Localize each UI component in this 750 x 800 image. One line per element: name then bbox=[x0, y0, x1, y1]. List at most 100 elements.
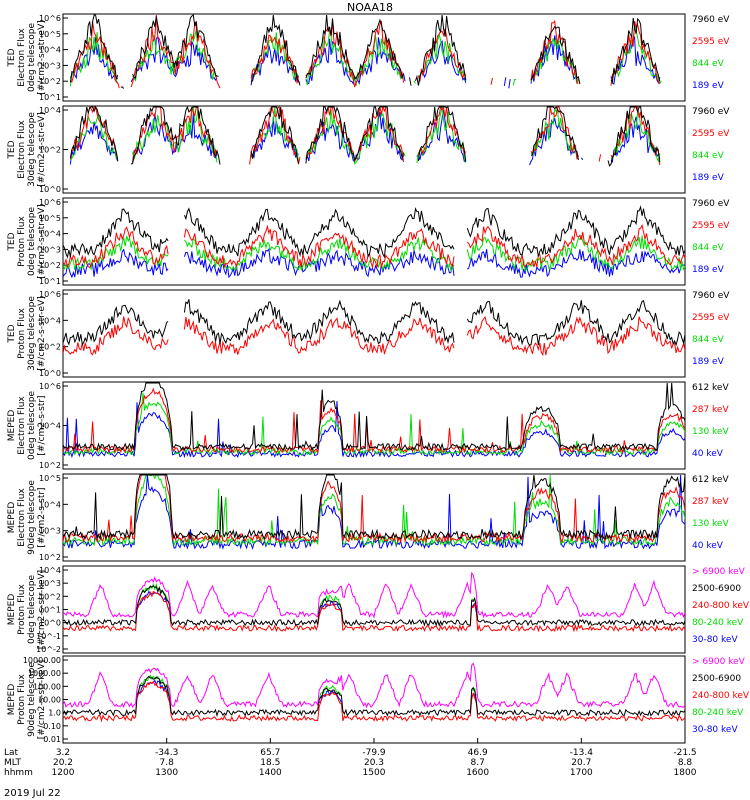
panel-frame bbox=[62, 197, 686, 286]
y-tick-label: 10^-1 bbox=[36, 632, 61, 641]
y-tick-label: 10^2 bbox=[39, 261, 61, 270]
legend-entry: 240-800 keV bbox=[692, 691, 750, 701]
legend-entry: 80-240 keV bbox=[692, 708, 744, 718]
series-line bbox=[63, 571, 685, 619]
panel-ted-e-30: 10^0 10^2 10^4 TED Electron Flux 30deg telesc… bbox=[7, 105, 730, 194]
panel-frame bbox=[62, 289, 686, 378]
y-axis-label: Proton Flux bbox=[17, 584, 27, 635]
panel-ted-p-0: 10^1 10^2 10^3 10^4 10^5 10^6 TED Proton Flux 0d… bbox=[7, 197, 730, 286]
y-tick-label: 1.0 bbox=[48, 709, 61, 718]
series-line bbox=[63, 382, 685, 452]
panel-frame bbox=[62, 13, 686, 102]
legend-entry: > 6900 keV bbox=[692, 657, 746, 667]
y-axis-label: Proton Flux bbox=[17, 674, 27, 725]
y-axis-label: [#/cm2-s-str-keV] bbox=[37, 570, 47, 649]
legend-entry: 189 eV bbox=[692, 173, 725, 183]
y-tick-label: 10^5 bbox=[39, 474, 61, 483]
legend-entry: 80-240 keV bbox=[692, 618, 744, 628]
y-tick-label: 10^4 bbox=[39, 106, 61, 115]
y-axis-label: [#/cm2-s-str] bbox=[37, 487, 47, 547]
x-tick-label: 1200 bbox=[52, 768, 75, 778]
legend-entry: 7960 eV bbox=[692, 291, 730, 301]
x-tick-label: 46.9 bbox=[468, 748, 488, 758]
legend-entry: 130 keV bbox=[692, 427, 729, 437]
y-axis-label: Electron Flux bbox=[17, 396, 27, 455]
y-tick-label: 0.01 bbox=[43, 735, 61, 744]
y-axis-label: [#/cm2-s-str-keV] bbox=[37, 660, 47, 739]
x-tick-label: 20.7 bbox=[571, 758, 591, 768]
series-line bbox=[63, 205, 685, 259]
series-line bbox=[63, 315, 685, 357]
series-line bbox=[63, 234, 685, 273]
y-tick-label: 10^1 bbox=[39, 277, 61, 286]
y-tick-label: 10000.00 bbox=[23, 656, 61, 665]
legend-entry: 2500-6900 bbox=[692, 584, 741, 594]
y-tick-label: 10^4 bbox=[39, 422, 61, 431]
legend-entry: 844 eV bbox=[692, 243, 725, 253]
panel-frame bbox=[62, 381, 686, 470]
series-line bbox=[136, 674, 477, 700]
y-axis-label: TED bbox=[7, 140, 17, 159]
series-line bbox=[63, 474, 685, 550]
series-line bbox=[63, 400, 685, 459]
y-axis-label: 0deg telescope bbox=[27, 391, 37, 461]
y-axis-label: [#/cm2-s-str-eV] bbox=[37, 204, 47, 279]
y-axis-label: 0deg telescope bbox=[27, 207, 37, 277]
x-tick-label: 18.5 bbox=[260, 758, 280, 768]
x-tick-label: 20.2 bbox=[53, 758, 73, 768]
panel-meped-p-90: 0.01 0.10 1.0 10.00 100.00 1000.00 10000.00 MEP… bbox=[7, 655, 750, 744]
legend-entry: 40 keV bbox=[692, 449, 724, 459]
y-tick-label: 10^6 bbox=[39, 382, 61, 391]
x-tick-label: 1700 bbox=[570, 768, 593, 778]
x-axis-row-label: hhmm bbox=[4, 768, 33, 778]
y-axis-label: 90deg telescope bbox=[27, 662, 37, 737]
legend-entry: 844 eV bbox=[692, 59, 725, 69]
y-axis-label: Proton Flux bbox=[17, 308, 27, 359]
y-axis-label: 30deg telescope bbox=[27, 296, 37, 371]
series-line bbox=[136, 582, 477, 609]
y-tick-label: 10^0 bbox=[39, 369, 61, 378]
y-tick-label: 10^4 bbox=[39, 566, 61, 575]
panel-frame bbox=[62, 473, 686, 562]
legend-entry: 844 eV bbox=[692, 335, 725, 345]
series-line bbox=[70, 107, 685, 165]
y-tick-label: 1000.00 bbox=[28, 669, 61, 678]
legend-entry: 2500-6900 bbox=[692, 674, 741, 684]
legend-entry: 189 eV bbox=[692, 265, 725, 275]
series-line bbox=[70, 15, 683, 88]
series-line bbox=[63, 662, 685, 709]
y-tick-label: 10^0 bbox=[39, 619, 61, 628]
y-tick-label: 0.10 bbox=[43, 722, 61, 731]
y-tick-label: 10^4 bbox=[39, 230, 61, 239]
legend-entry: 240-800 keV bbox=[692, 601, 750, 611]
panel-frame bbox=[62, 105, 686, 194]
panel-meped-e-90: 10^2 10^3 10^4 10^5 MEPED Electron Flux 90deg … bbox=[7, 473, 729, 562]
y-tick-label: 10^2 bbox=[39, 553, 61, 562]
x-tick-label: -21.5 bbox=[673, 748, 696, 758]
panel-ted-e-0: 10^1 10^2 10^3 10^4 10^5 10^6 TED Electron Flux… bbox=[7, 13, 730, 102]
x-tick-label: 1300 bbox=[155, 768, 178, 778]
y-axis-label: MEPED bbox=[7, 684, 17, 716]
legend-entry: 40 keV bbox=[692, 541, 724, 551]
legend-entry: 7960 eV bbox=[692, 107, 730, 117]
y-axis-label: Electron Flux bbox=[17, 120, 27, 179]
panel-frame bbox=[62, 565, 686, 654]
y-tick-label: 10^3 bbox=[39, 527, 61, 536]
x-tick-label: 20.3 bbox=[364, 758, 384, 768]
y-tick-label: 10^2 bbox=[39, 146, 61, 155]
x-tick-label: -34.3 bbox=[155, 748, 178, 758]
y-tick-label: 10^0 bbox=[39, 185, 61, 194]
series-line bbox=[63, 474, 685, 547]
y-axis-label: MEPED bbox=[7, 502, 17, 534]
legend-entry: 2595 eV bbox=[692, 221, 730, 231]
series-line bbox=[63, 387, 685, 455]
y-tick-label: 10^1 bbox=[39, 606, 61, 615]
x-tick-label: -79.9 bbox=[362, 748, 386, 758]
x-tick-label: 8.8 bbox=[678, 758, 693, 768]
legend-entry: 130 keV bbox=[692, 519, 729, 529]
series-line bbox=[63, 585, 685, 627]
y-axis-label: [#/cm2-s-str] bbox=[37, 395, 47, 455]
series-line bbox=[63, 590, 685, 633]
